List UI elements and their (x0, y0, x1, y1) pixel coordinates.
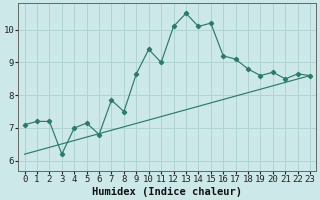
X-axis label: Humidex (Indice chaleur): Humidex (Indice chaleur) (92, 186, 242, 197)
